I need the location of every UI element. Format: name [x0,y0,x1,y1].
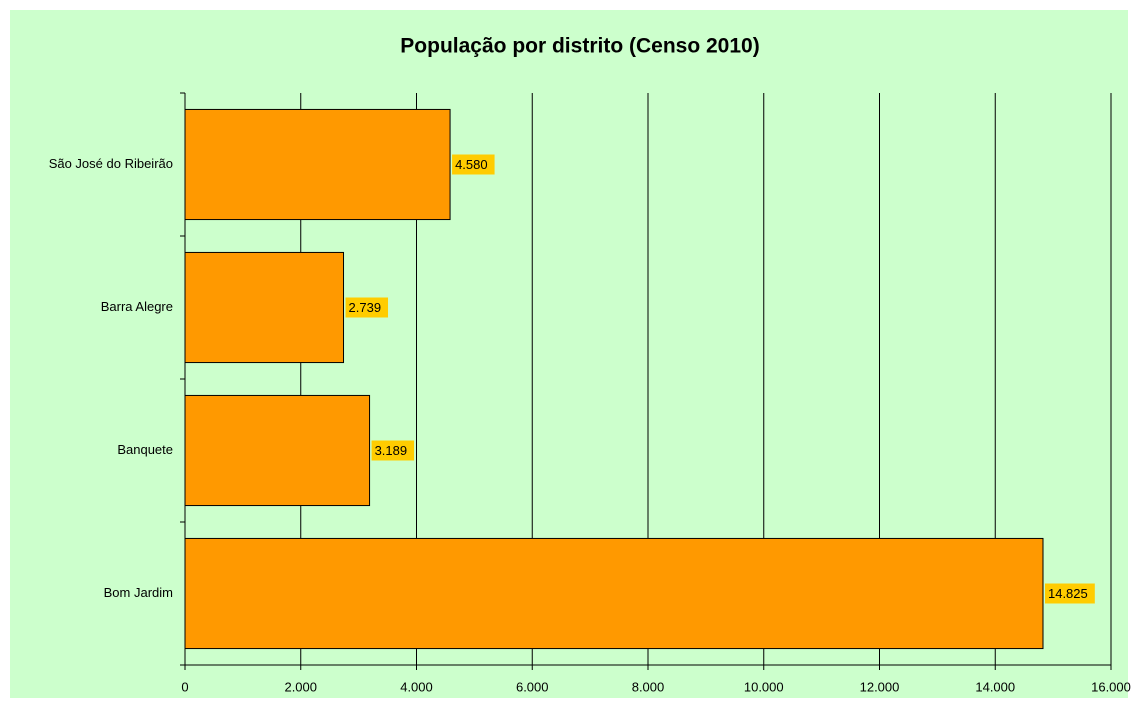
x-tick-label: 0 [181,679,188,694]
value-label-background [371,440,415,461]
x-tick-label: 8.000 [632,679,665,694]
x-tick-label: 4.000 [400,679,433,694]
x-tick-label: 10.000 [744,679,784,694]
bar [184,108,451,221]
bar [184,251,345,364]
value-label-background [1044,583,1095,604]
value-label: 14.825 [1048,586,1088,601]
x-tick-label: 2.000 [284,679,317,694]
bar [184,537,1044,650]
x-tick-label: 12.000 [860,679,900,694]
value-label: 4.580 [455,157,488,172]
y-tick-label: São José do Ribeirão [49,156,173,171]
y-tick-label: Bom Jardim [104,585,173,600]
value-label: 2.739 [349,300,382,315]
x-tick-label: 6.000 [516,679,549,694]
chart-title: População por distrito (Censo 2010) [400,35,759,58]
bar [184,394,371,507]
y-tick-label: Banquete [117,442,173,457]
x-tick-label: 14.000 [975,679,1015,694]
value-label-background [345,297,389,318]
y-tick-label: Barra Alegre [101,299,173,314]
value-label-background [452,154,495,175]
x-tick-label: 16.000 [1091,679,1131,694]
value-label: 3.189 [375,443,408,458]
